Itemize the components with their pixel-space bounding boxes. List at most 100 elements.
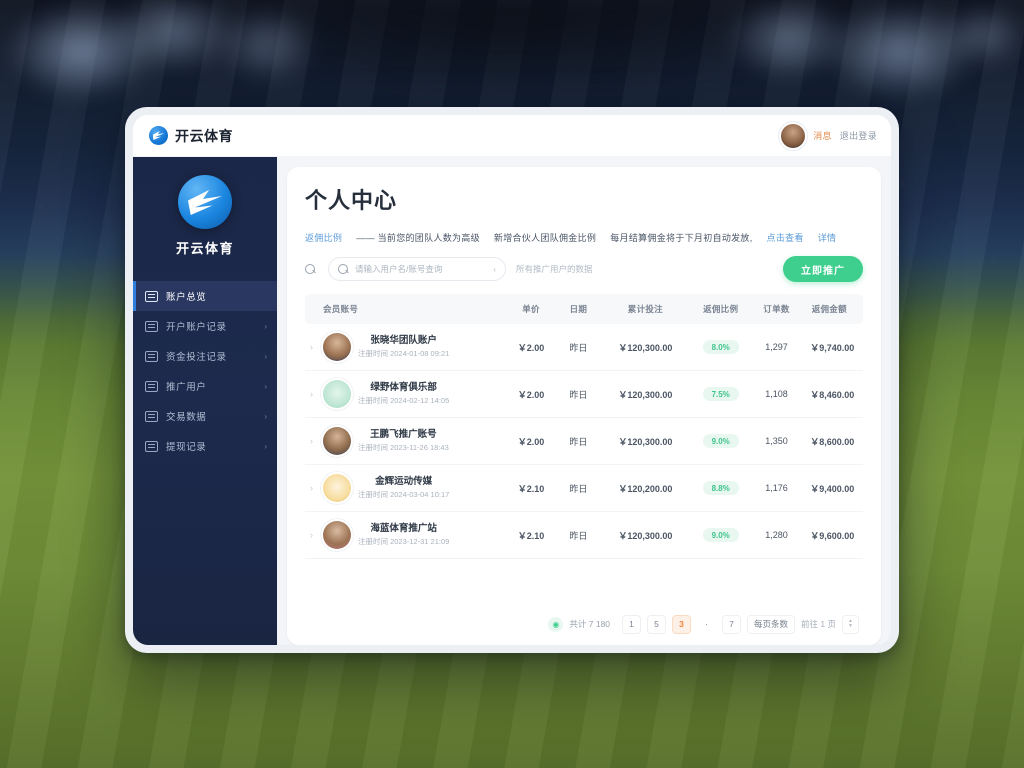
search-icon-inline <box>338 263 349 275</box>
tab-partner-commission: 新增合伙人团队佣金比例 <box>493 233 597 243</box>
member-avatar <box>323 521 351 549</box>
sidebar-logo-text: 开云体育 <box>175 241 234 256</box>
cell-date: 昨日 <box>556 511 601 559</box>
cell-total-bet: ￥120,300.00 <box>600 324 690 371</box>
sidebar-item-transaction-data[interactable]: 交易数据 › <box>133 401 277 431</box>
tablet-screen: 开云体育 消息 退出登录 开云体育 账户总览 <box>133 115 891 645</box>
table-row[interactable]: › 金辉运动传媒 注册时间 2024-03-04 10:17 <box>305 464 863 512</box>
tablet-device-frame: 开云体育 消息 退出登录 开云体育 账户总览 <box>125 107 899 653</box>
status-badge: 8.8% <box>702 481 739 495</box>
chevron-right-icon: › <box>264 321 267 331</box>
member-subtitle: 注册时间 2024-01-08 09:21 <box>358 348 450 358</box>
cell-member: › 王鹏飞推广账号 注册时间 2023-11-26 18:43 <box>305 417 506 465</box>
status-badge: 7.5% <box>702 387 739 401</box>
dashboard-icon <box>145 290 158 302</box>
page-jump-label[interactable]: 前往 1 页 <box>801 619 836 629</box>
chevron-right-icon: › <box>264 411 267 421</box>
expand-row-icon[interactable]: › <box>310 482 313 493</box>
member-subtitle: 注册时间 2023-12-31 21:09 <box>358 536 450 546</box>
search-icon[interactable] <box>305 263 316 275</box>
table-row[interactable]: › 绿野体育俱乐部 注册时间 2024-02-12 14:05 <box>305 370 863 418</box>
stepper-icon[interactable]: ▲ ▼ <box>842 614 859 634</box>
member-info: 王鹏飞推广账号 注册时间 2023-11-26 18:43 <box>358 429 449 453</box>
page-button-last[interactable]: 7 <box>722 614 742 634</box>
table-row[interactable]: › 王鹏飞推广账号 注册时间 2023-11-26 18:43 <box>305 417 863 465</box>
cell-member: › 绿野体育俱乐部 注册时间 2024-02-12 14:05 <box>305 370 506 418</box>
member-name: 张晓华团队账户 <box>370 334 437 346</box>
page-button-current[interactable]: 3 <box>672 614 692 634</box>
member-name: 金辉运动传媒 <box>375 475 433 487</box>
sidebar-item-account-records[interactable]: 开户账户记录 › <box>133 311 277 341</box>
sidebar-logo: 开云体育 <box>133 175 277 281</box>
cell-order-count: 1,350 <box>751 417 802 465</box>
col-rebate-rate: 返佣比例 <box>690 294 752 324</box>
member-info: 金辉运动传媒 注册时间 2024-03-04 10:17 <box>358 476 449 500</box>
cell-rebate-rate: 9.0% <box>690 417 752 465</box>
tab-view-link[interactable]: 点击查看 <box>766 233 804 243</box>
brand-logo[interactable]: 开云体育 <box>149 126 233 146</box>
cell-rebate-rate: 8.8% <box>690 464 752 512</box>
tab-bar: 返佣比例 —— 当前您的团队人数为高级 新增合伙人团队佣金比例 每月结算佣金将于… <box>305 231 863 244</box>
cell-total-bet: ￥120,300.00 <box>600 511 690 559</box>
tab-team-level-note: —— 当前您的团队人数为高级 <box>356 233 480 243</box>
sidebar-item-label: 推广用户 <box>166 382 207 393</box>
user-avatar[interactable] <box>781 123 806 148</box>
user-cell: › 金辉运动传媒 注册时间 2024-03-04 10:17 <box>307 474 504 502</box>
data-table: 会员账号 单价 日期 累计投注 返佣比例 订单数 返佣金额 <box>305 294 863 559</box>
kaiyun-logo-icon-large <box>178 175 232 229</box>
cell-order-count: 1,297 <box>751 324 802 371</box>
expand-row-icon[interactable]: › <box>310 388 313 399</box>
table-row[interactable]: › 海蓝体育推广站 注册时间 2023-12-31 21:09 <box>305 511 863 559</box>
chevron-left-icon[interactable]: ‹ <box>493 264 496 274</box>
member-name: 绿野体育俱乐部 <box>370 381 437 393</box>
cell-total-bet: ￥120,300.00 <box>600 417 690 465</box>
cell-unit-price: ￥2.00 <box>505 324 557 371</box>
sidebar-item-fund-records[interactable]: 资金投注记录 › <box>133 341 277 371</box>
expand-row-icon[interactable]: › <box>310 435 313 446</box>
cell-date: 昨日 <box>556 417 601 465</box>
sidebar-item-account-overview[interactable]: 账户总览 <box>133 281 277 311</box>
cell-unit-price: ￥2.10 <box>505 464 557 512</box>
sidebar-item-withdraw-records[interactable]: 提现记录 › <box>133 431 277 461</box>
member-info: 海蓝体育推广站 注册时间 2023-12-31 21:09 <box>358 523 449 547</box>
member-name: 海蓝体育推广站 <box>370 522 437 534</box>
member-subtitle: 注册时间 2024-03-04 10:17 <box>358 489 450 499</box>
search-placeholder: 请输入用户名/账号查询 <box>355 264 443 274</box>
page-button-1[interactable]: 1 <box>622 614 642 634</box>
page-size-select[interactable]: 每页条数 <box>747 614 796 634</box>
cell-unit-price: ￥2.00 <box>505 370 557 418</box>
sidebar-item-promoted-users[interactable]: 推广用户 › <box>133 371 277 401</box>
pagination-bullet-icon[interactable]: ◉ <box>548 616 564 632</box>
expand-row-icon[interactable]: › <box>310 341 313 352</box>
table-header-row: 会员账号 单价 日期 累计投注 返佣比例 订单数 返佣金额 <box>305 294 863 324</box>
topbar-logout-link[interactable]: 退出登录 <box>839 131 877 141</box>
cell-rebate-amount: ￥9,400.00 <box>801 464 863 512</box>
cell-member: › 金辉运动传媒 注册时间 2024-03-04 10:17 <box>305 464 506 512</box>
withdraw-icon <box>145 440 158 452</box>
table-body: › 张晓华团队账户 注册时间 2024-01-08 09:21 <box>305 324 863 559</box>
pagination-total: 共计 7 180 <box>569 619 611 629</box>
status-badge: 8.0% <box>702 340 739 354</box>
sidebar-menu: 账户总览 开户账户记录 › 资金投注记录 › <box>133 281 277 461</box>
cell-unit-price: ￥2.00 <box>505 417 557 465</box>
page-button-2[interactable]: 5 <box>647 614 667 634</box>
search-input[interactable]: 请输入用户名/账号查询 ‹ <box>328 257 506 281</box>
sidebar: 开云体育 账户总览 开户账户记录 › 资金投注记录 <box>133 157 277 645</box>
topbar-notice-link[interactable]: 消息 <box>813 131 832 141</box>
promote-now-button[interactable]: 立即推广 <box>783 256 863 282</box>
app-topbar: 开云体育 消息 退出登录 <box>133 115 891 157</box>
promote-icon <box>145 380 158 392</box>
tab-detail-link[interactable]: 详情 <box>817 233 837 243</box>
member-avatar <box>323 380 351 408</box>
cell-date: 昨日 <box>556 324 601 371</box>
app-body: 开云体育 账户总览 开户账户记录 › 资金投注记录 <box>133 157 891 645</box>
table-row[interactable]: › 张晓华团队账户 注册时间 2024-01-08 09:21 <box>305 324 863 371</box>
expand-row-icon[interactable]: › <box>310 529 313 540</box>
tab-rebate-ratio[interactable]: 返佣比例 <box>305 233 343 243</box>
user-cell: › 张晓华团队账户 注册时间 2024-01-08 09:21 <box>307 333 504 361</box>
content-panel: 个人中心 返佣比例 —— 当前您的团队人数为高级 新增合伙人团队佣金比例 每月结… <box>287 167 881 645</box>
member-subtitle: 注册时间 2024-02-12 14:05 <box>358 395 450 405</box>
brand-name: 开云体育 <box>175 127 233 144</box>
tab-settlement-note: 每月结算佣金将于下月初自动发放, <box>610 233 753 243</box>
wallet-icon <box>145 350 158 362</box>
